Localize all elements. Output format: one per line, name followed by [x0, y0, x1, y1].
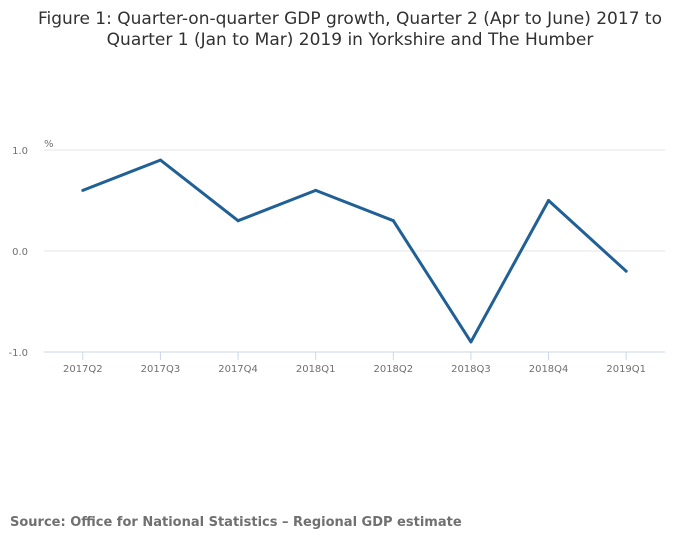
- chart-title-line-2: Quarter 1 (Jan to Mar) 2019 in Yorkshire…: [107, 30, 594, 50]
- data-point: [81, 188, 85, 192]
- y-tick-label: 1.0: [12, 146, 28, 157]
- x-tick-label: 2018Q2: [373, 364, 413, 375]
- x-tick-label: 2018Q3: [451, 364, 491, 375]
- x-tick-label: 2017Q2: [63, 364, 103, 375]
- y-axis-label: %: [44, 139, 54, 150]
- x-tick-label: 2018Q4: [529, 364, 569, 375]
- data-point: [314, 188, 318, 192]
- x-tick-label: 2017Q3: [141, 364, 181, 375]
- source-note: Source: Office for National Statistics –…: [10, 515, 462, 530]
- data-point: [469, 340, 473, 344]
- data-point: [624, 269, 628, 273]
- y-tick-label: -1.0: [8, 348, 28, 359]
- data-point: [547, 199, 551, 202]
- x-tick-label: 2018Q1: [296, 364, 336, 375]
- chart-title-line-1: Figure 1: Quarter-on-quarter GDP growth,…: [38, 9, 662, 29]
- series-line: [82, 158, 628, 344]
- data-point: [236, 219, 240, 223]
- x-tick-label: 2019Q1: [606, 364, 646, 375]
- y-tick-label: 0.0: [12, 247, 28, 258]
- x-tick-label: 2017Q4: [218, 364, 258, 375]
- data-point: [391, 219, 395, 223]
- data-point: [158, 158, 162, 162]
